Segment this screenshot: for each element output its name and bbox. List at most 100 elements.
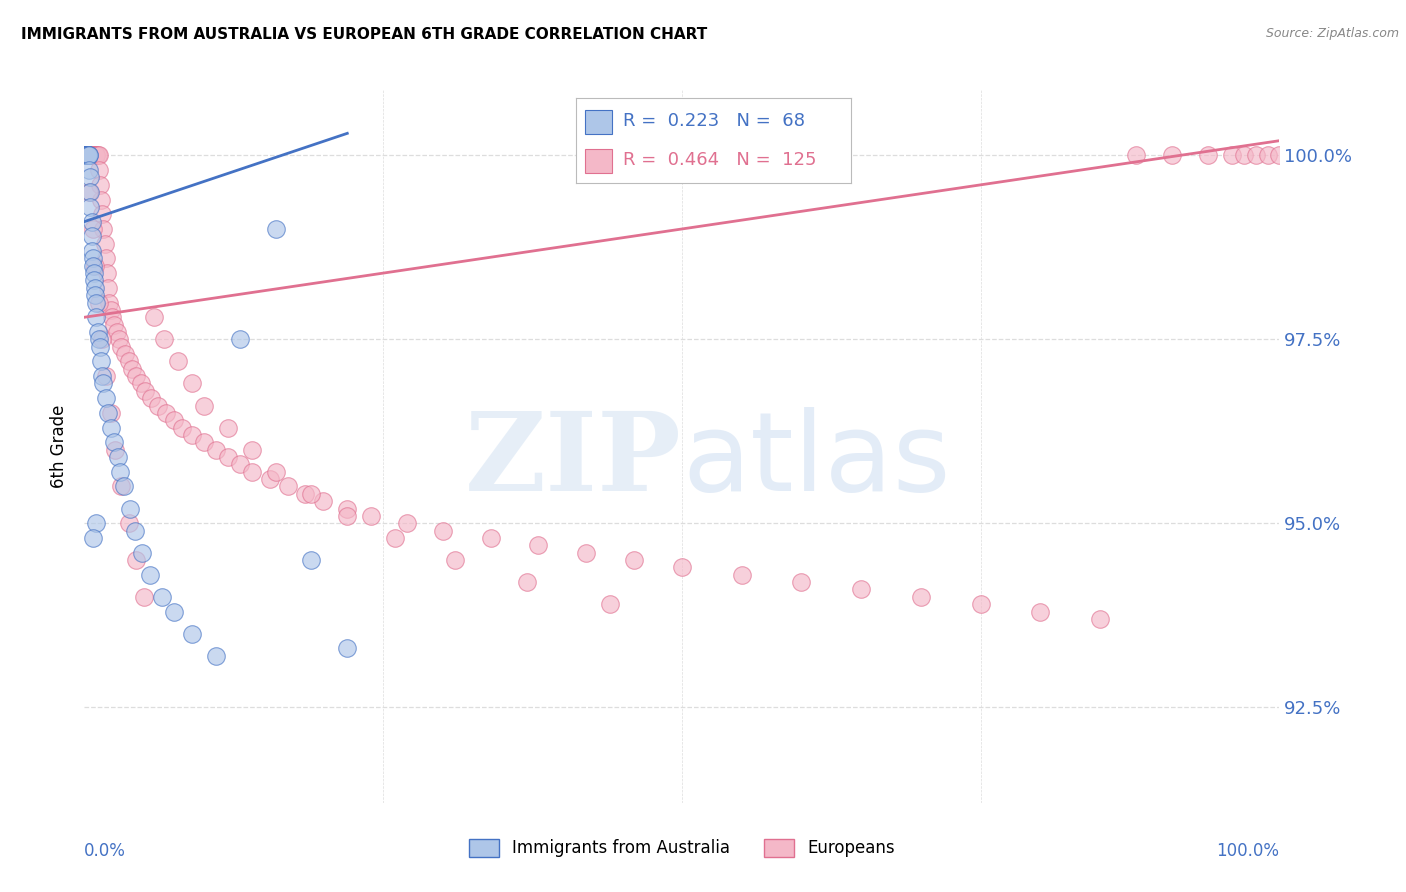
Point	[76, 148, 98, 162]
Point	[301, 487, 323, 501]
Point	[104, 442, 127, 457]
Point	[294, 487, 316, 501]
Point	[100, 406, 122, 420]
Point	[90, 193, 112, 207]
Point	[86, 516, 108, 531]
Point	[181, 626, 204, 640]
Point	[301, 553, 323, 567]
Point	[87, 332, 110, 346]
Point	[77, 163, 100, 178]
Point	[77, 148, 100, 162]
Point	[312, 494, 335, 508]
Point	[84, 148, 107, 162]
Point	[96, 266, 118, 280]
Point	[89, 340, 111, 354]
Point	[205, 648, 228, 663]
Point	[75, 148, 97, 162]
Point	[148, 399, 170, 413]
Point	[75, 148, 97, 162]
Point	[82, 148, 104, 162]
Point	[93, 222, 115, 236]
Point	[84, 148, 107, 162]
Y-axis label: 6th Grade: 6th Grade	[51, 404, 69, 488]
Point	[82, 259, 104, 273]
Point	[112, 479, 135, 493]
Point	[91, 207, 114, 221]
Point	[77, 148, 100, 162]
Point	[108, 332, 131, 346]
Point	[153, 332, 176, 346]
Point	[1220, 148, 1243, 162]
Point	[100, 420, 122, 434]
Point	[75, 148, 97, 162]
Point	[93, 376, 115, 391]
Point	[77, 148, 100, 162]
Point	[229, 332, 252, 346]
Point	[731, 567, 754, 582]
Point	[77, 185, 100, 199]
Point	[77, 148, 100, 162]
Point	[75, 148, 97, 162]
Point	[94, 391, 117, 405]
Point	[264, 222, 287, 236]
Point	[264, 465, 287, 479]
Point	[172, 420, 194, 434]
Point	[217, 420, 239, 434]
Point	[80, 148, 103, 162]
Point	[75, 148, 97, 162]
Text: ZIP: ZIP	[465, 407, 682, 514]
Point	[114, 347, 136, 361]
Point	[75, 148, 97, 162]
Point	[103, 318, 125, 332]
Point	[76, 148, 98, 162]
Point	[671, 560, 693, 574]
Point	[155, 406, 177, 420]
Point	[240, 465, 263, 479]
Point	[150, 590, 173, 604]
Point	[132, 590, 156, 604]
Point	[93, 236, 115, 251]
Point	[107, 450, 129, 464]
Point	[83, 266, 105, 280]
Point	[89, 178, 111, 192]
Point	[1233, 148, 1256, 162]
Point	[77, 148, 100, 162]
Point	[105, 325, 128, 339]
Text: 0.0%: 0.0%	[84, 842, 127, 860]
Point	[87, 163, 110, 178]
Point	[75, 148, 97, 162]
Point	[79, 200, 101, 214]
Point	[1090, 612, 1112, 626]
Point	[76, 148, 98, 162]
Point	[90, 354, 112, 368]
Point	[76, 148, 98, 162]
Point	[75, 148, 97, 162]
Point	[75, 148, 97, 162]
Point	[83, 273, 105, 287]
Point	[193, 435, 215, 450]
Point	[117, 516, 139, 531]
Point	[336, 641, 359, 656]
Point	[970, 597, 993, 611]
Point	[217, 450, 239, 464]
Point	[76, 148, 98, 162]
Point	[205, 442, 228, 457]
Point	[86, 325, 108, 339]
Point	[396, 516, 419, 531]
Point	[103, 435, 125, 450]
Point	[77, 148, 100, 162]
Point	[163, 413, 186, 427]
Point	[97, 406, 120, 420]
Point	[75, 148, 97, 162]
Text: Source: ZipAtlas.com: Source: ZipAtlas.com	[1265, 27, 1399, 40]
Point	[599, 597, 621, 611]
Point	[82, 531, 104, 545]
Point	[79, 185, 101, 199]
Point	[479, 531, 502, 545]
Point	[79, 148, 101, 162]
Point	[142, 310, 165, 325]
Point	[1161, 148, 1184, 162]
Point	[110, 479, 132, 493]
Point	[77, 148, 100, 162]
Point	[97, 281, 120, 295]
